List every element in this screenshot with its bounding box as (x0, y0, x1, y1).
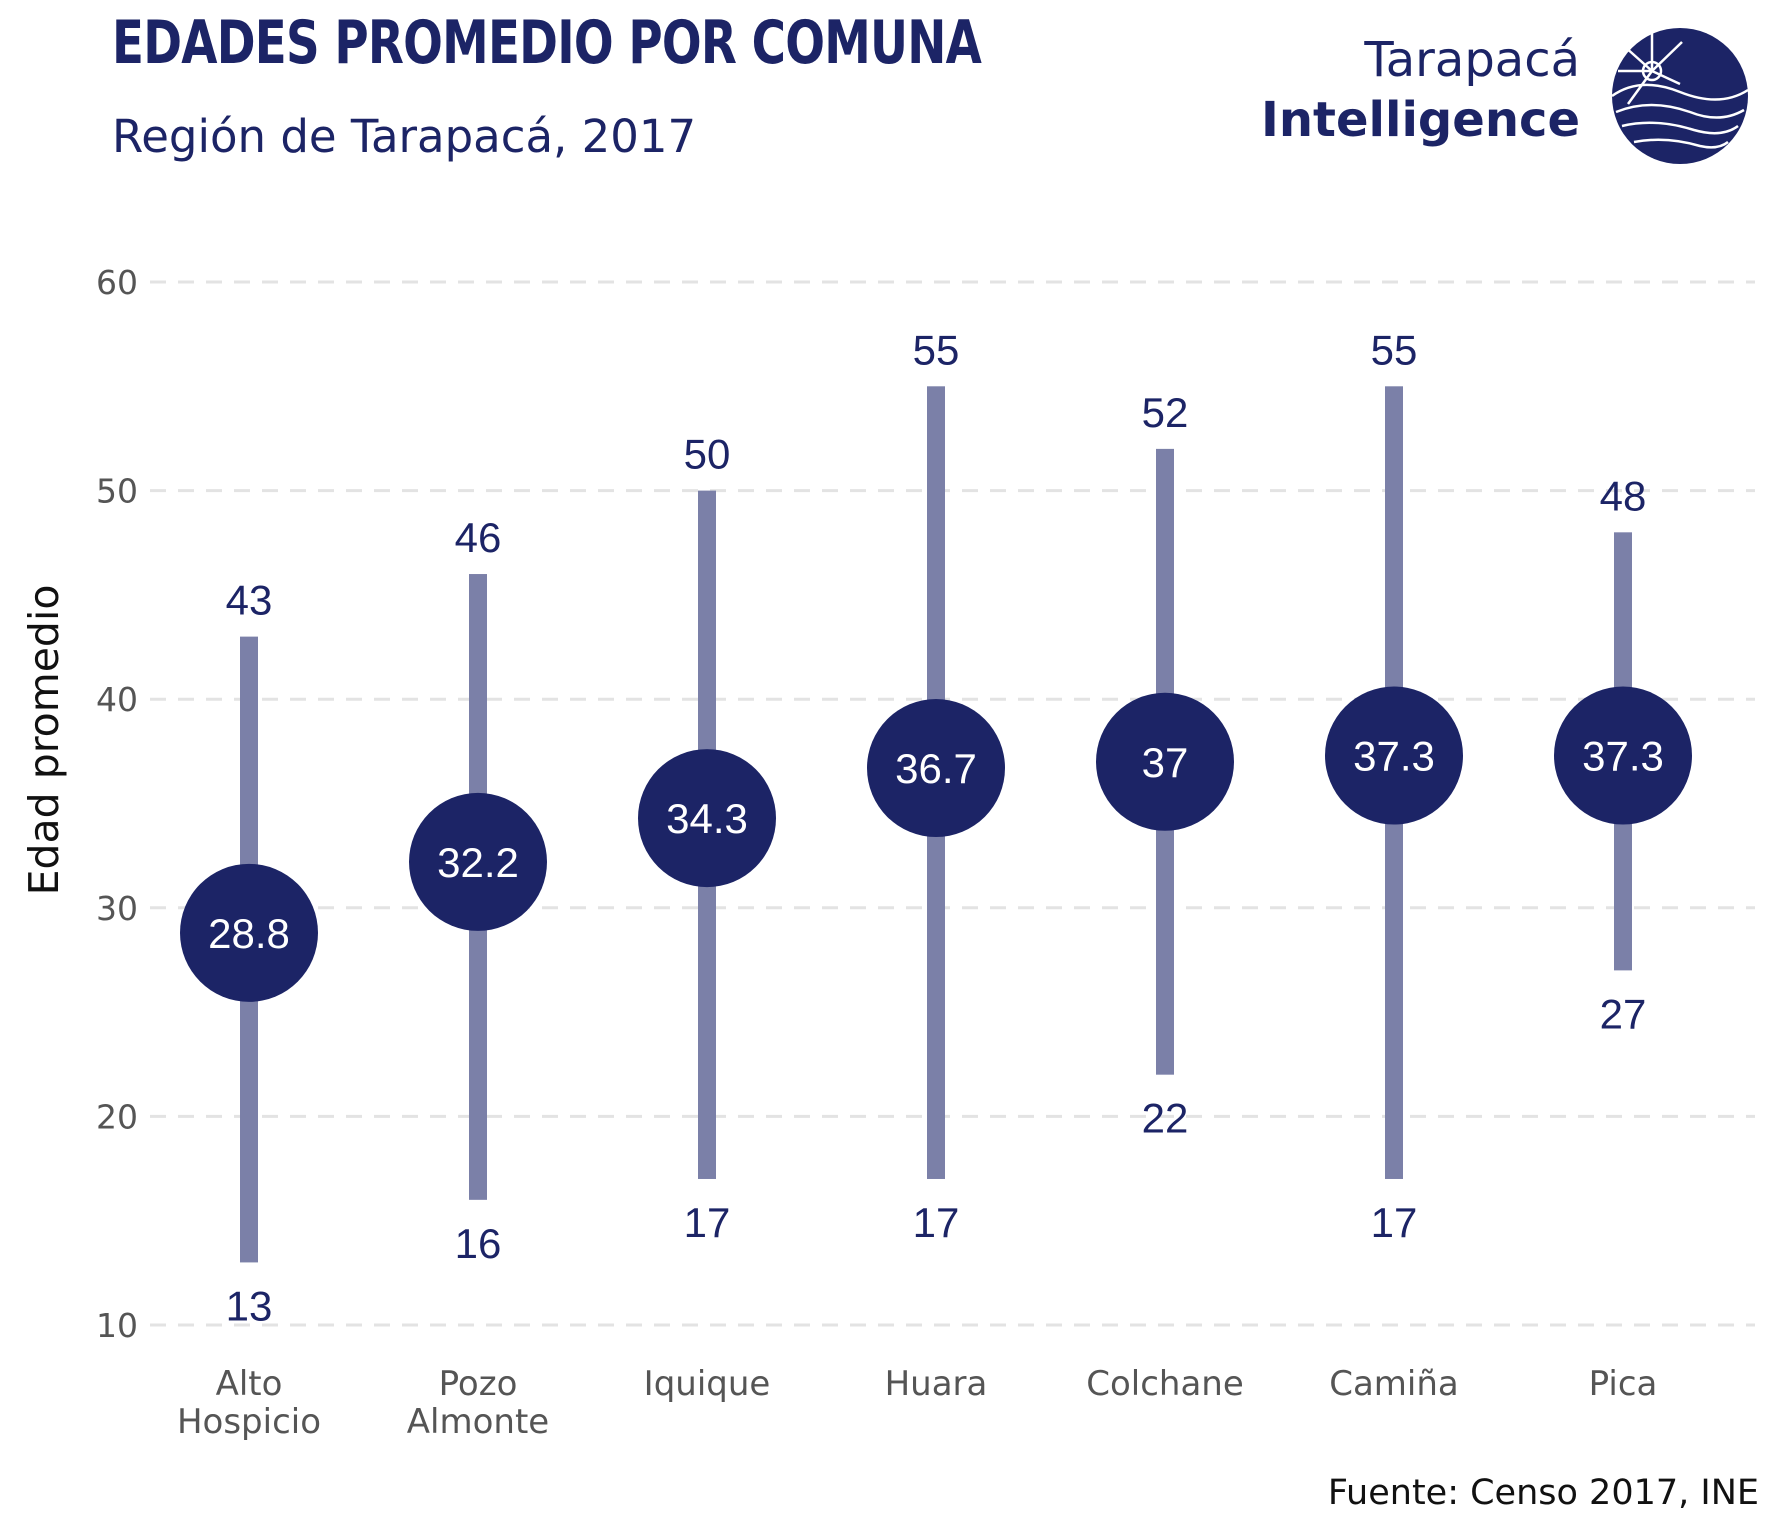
min-label-0: 13 (226, 1282, 273, 1329)
x-tick-label-3: Huara (885, 1364, 988, 1404)
mean-label-6: 37.3 (1582, 733, 1664, 780)
min-label-5: 17 (1371, 1199, 1418, 1246)
max-label-6: 48 (1600, 472, 1647, 519)
brand-logo: Tarapacá Intelligence (1261, 20, 1750, 170)
x-tick-label-line: Huara (885, 1364, 988, 1404)
logo-text-line1: Tarapacá (1364, 32, 1580, 88)
mean-dot-5 (1325, 686, 1463, 825)
logo-text-line2: Intelligence (1261, 92, 1580, 148)
min-label-6: 27 (1600, 990, 1647, 1037)
x-tick-label-line: Iquique (644, 1364, 771, 1404)
x-tick-label-line: Camiña (1329, 1364, 1459, 1404)
mean-label-3: 36.7 (895, 745, 977, 792)
max-label-5: 55 (1371, 326, 1418, 373)
mean-dot-4 (1096, 692, 1234, 831)
max-label-0: 43 (226, 577, 273, 624)
x-tick-label-6: Pica (1589, 1364, 1658, 1404)
mean-label-5: 37.3 (1353, 733, 1435, 780)
x-tick-label-line: Colchane (1086, 1364, 1244, 1404)
chart-title: EDADES PROMEDIO POR COMUNA (112, 8, 982, 78)
x-tick-label-4: Colchane (1086, 1364, 1244, 1404)
x-tick-label-line: Alto (216, 1364, 283, 1404)
mean-label-0: 28.8 (208, 910, 290, 957)
mean-label-2: 34.3 (666, 795, 748, 842)
x-tick-label-line: Almonte (407, 1402, 549, 1442)
max-label-4: 52 (1142, 389, 1189, 436)
x-tick-label-line: Pozo (439, 1364, 518, 1404)
x-tick-label-2: Iquique (644, 1364, 771, 1404)
max-label-3: 55 (913, 326, 960, 373)
mean-dot-0 (180, 863, 318, 1002)
sun-horizon-seal-icon (1611, 28, 1749, 164)
min-label-2: 17 (684, 1199, 731, 1246)
mean-label-1: 32.2 (437, 839, 519, 886)
y-tick-label-50: 50 (96, 472, 138, 511)
x-tick-label-1: Pozo Almonte (407, 1364, 549, 1442)
mean-dot-3 (867, 699, 1005, 838)
chart-subtitle: Región de Tarapacá, 2017 (112, 110, 697, 163)
y-tick-label-40: 40 (96, 680, 138, 719)
mean-label-4: 37 (1142, 739, 1189, 786)
max-label-2: 50 (684, 431, 731, 478)
x-tick-label-0: Alto Hospicio (177, 1364, 321, 1442)
x-tick-label-5: Camiña (1329, 1364, 1459, 1404)
y-tick-label-10: 10 (96, 1306, 138, 1345)
mean-dot-2 (638, 749, 776, 888)
max-label-1: 46 (455, 514, 502, 561)
x-tick-label-line: Pica (1589, 1364, 1658, 1404)
min-label-3: 17 (913, 1199, 960, 1246)
min-label-1: 16 (455, 1220, 502, 1267)
y-tick-label-30: 30 (96, 889, 138, 928)
mean-dot-6 (1554, 686, 1692, 825)
min-label-4: 22 (1142, 1095, 1189, 1142)
source-note: Fuente: Censo 2017, INE (1327, 1473, 1759, 1513)
mean-dot-1 (409, 792, 547, 931)
y-tick-label-60: 60 (96, 263, 138, 302)
x-tick-label-line: Hospicio (177, 1402, 321, 1442)
y-tick-label-20: 20 (96, 1097, 138, 1136)
